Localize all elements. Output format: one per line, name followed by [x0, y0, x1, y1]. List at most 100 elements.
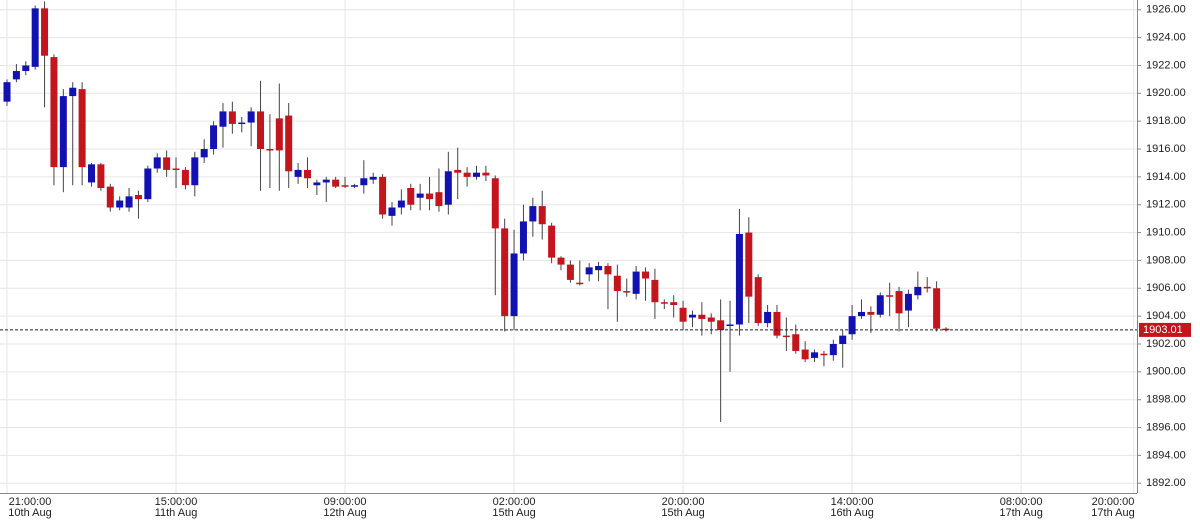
candle-body [294, 169, 302, 177]
candle-body [660, 302, 668, 304]
candle-body [473, 172, 480, 177]
candle-body [726, 324, 734, 326]
y-tick-label: 1904.00 [1146, 310, 1186, 322]
candle-body [538, 206, 546, 225]
candle-body [857, 311, 865, 317]
candle-body [59, 96, 67, 168]
x-tick-label: 17th Aug [1091, 507, 1134, 519]
candle-body [510, 253, 518, 317]
y-tick-label: 1918.00 [1146, 115, 1186, 127]
y-tick-label: 1902.00 [1146, 338, 1186, 350]
candle-body [379, 176, 387, 215]
candle-body [266, 149, 274, 151]
candle-body [50, 57, 58, 168]
candle-body [632, 271, 640, 294]
candle-body [566, 264, 574, 280]
candle-body [557, 257, 565, 265]
candle-body [97, 164, 105, 189]
candle-body [792, 334, 800, 351]
x-tick-label: 17th Aug [999, 507, 1042, 519]
candle-body [426, 193, 434, 200]
last-price-tag [1139, 322, 1191, 337]
x-tick-label: 15th Aug [661, 507, 704, 519]
candle-body [642, 271, 650, 279]
candle-body [435, 192, 443, 207]
candle-body [303, 169, 311, 179]
candle-body [923, 286, 931, 289]
candle-body [106, 186, 114, 208]
candle-body [876, 295, 884, 315]
candle-body [801, 349, 809, 360]
candle-body [144, 168, 152, 200]
candle-body [782, 335, 790, 338]
candle-body [904, 293, 912, 311]
candle-body [341, 185, 349, 187]
candle-body [698, 314, 706, 319]
candle-body [735, 233, 743, 325]
candle-body [548, 225, 556, 258]
y-tick-label: 1912.00 [1146, 199, 1186, 211]
y-tick-label: 1926.00 [1146, 4, 1186, 16]
y-tick-label: 1906.00 [1146, 282, 1186, 294]
candle-body [360, 178, 368, 186]
candle-body [623, 291, 631, 293]
candle-body [3, 82, 11, 102]
candle-body [332, 179, 340, 187]
x-tick-label: 11th Aug [155, 507, 198, 519]
y-tick-label: 1922.00 [1146, 59, 1186, 71]
candle-body [219, 111, 227, 127]
candle-body [444, 171, 452, 205]
candle-body [604, 265, 612, 275]
y-tick-label: 1916.00 [1146, 143, 1186, 155]
candle-body [773, 311, 781, 336]
candle-body [181, 169, 189, 186]
candle-body [163, 157, 171, 170]
x-tick-label: 09:00:00 [324, 496, 367, 508]
candle-body [210, 125, 218, 150]
candle-body [717, 320, 725, 331]
candle-body [688, 314, 696, 318]
y-tick-label: 1920.00 [1146, 87, 1186, 99]
y-tick-label: 1900.00 [1146, 366, 1186, 378]
candle-body [867, 311, 875, 315]
candle-body [454, 169, 462, 173]
candle-body [745, 232, 753, 297]
candle-body [482, 172, 490, 176]
x-tick-label: 15th Aug [492, 507, 535, 519]
candle-body [88, 164, 96, 183]
candle-body [22, 65, 30, 72]
candle-body [501, 228, 509, 317]
x-tick-label: 20:00:00 [662, 496, 705, 508]
candle-body [247, 111, 255, 123]
candle-body [313, 182, 321, 186]
candle-body [839, 335, 847, 344]
candle-body [200, 149, 208, 158]
candle-body [895, 291, 903, 314]
candle-body [407, 188, 415, 205]
y-tick-label: 1898.00 [1146, 394, 1186, 406]
candle-body [397, 200, 405, 208]
candle-body [191, 157, 199, 186]
candle-body [463, 172, 471, 177]
candle-body [519, 221, 527, 254]
last-price-label: 1903.01 [1143, 324, 1183, 336]
candle-body [31, 8, 39, 67]
candle-body [125, 196, 133, 208]
candle-body [491, 178, 499, 229]
candle-body [764, 311, 772, 324]
candle-body [285, 115, 293, 172]
candle-body [416, 193, 424, 198]
candle-body [754, 277, 762, 324]
y-tick-label: 1924.00 [1146, 32, 1186, 44]
y-tick-label: 1894.00 [1146, 449, 1186, 461]
x-tick-label: 12th Aug [323, 507, 366, 519]
candle-body [933, 288, 941, 329]
candle-body [820, 353, 828, 356]
candle-body [388, 207, 396, 216]
x-tick-label: 10th Aug [8, 507, 51, 519]
x-tick-label: 21:00:00 [9, 496, 52, 508]
x-tick-label: 14:00:00 [831, 496, 874, 508]
candle-body [942, 328, 950, 331]
y-tick-label: 1896.00 [1146, 421, 1186, 433]
